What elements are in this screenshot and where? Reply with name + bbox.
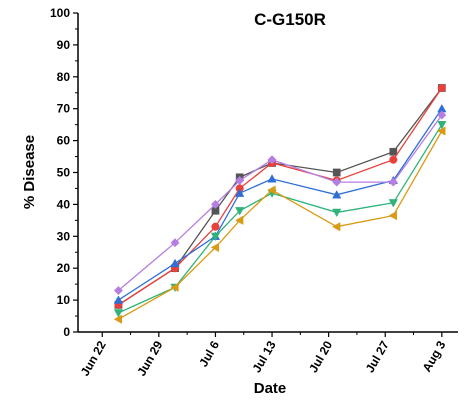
- x-axis-ticks: Jun 22 Jun 29 Jul 6 Jul 13 Jul 20 Jul 27 Aug 3: [78, 332, 449, 378]
- x-axis-title: Date: [254, 380, 287, 397]
- y-tick-label: 50: [57, 166, 71, 180]
- x-tick-label: Jun 22: [78, 338, 109, 378]
- y-tick-label: 70: [57, 102, 71, 116]
- data-point: [114, 296, 122, 304]
- data-point: [268, 175, 276, 183]
- y-tick-label: 100: [50, 6, 70, 20]
- series-line: [118, 88, 441, 305]
- y-tick-label: 90: [57, 38, 71, 52]
- x-tick-label: Jul 6: [196, 338, 222, 369]
- x-tick-label: Jul 13: [250, 338, 279, 375]
- x-tick-label: Jul 20: [306, 338, 335, 375]
- data-point: [333, 223, 341, 231]
- x-tick-label: Jul 27: [363, 338, 392, 375]
- data-point: [333, 169, 340, 176]
- y-tick-label: 20: [57, 261, 71, 275]
- chart-title: C-G150R: [254, 10, 326, 29]
- y-axis-title: % Disease: [21, 135, 38, 209]
- series-layer: [114, 84, 446, 323]
- data-point: [333, 209, 341, 217]
- data-point: [390, 156, 398, 164]
- series-2: [115, 84, 446, 309]
- y-tick-label: 40: [57, 197, 71, 211]
- y-tick-label: 10: [57, 293, 71, 307]
- x-tick-label: Jun 29: [134, 338, 165, 378]
- data-point: [438, 84, 446, 92]
- data-point: [389, 178, 397, 186]
- y-tick-label: 0: [63, 325, 70, 339]
- y-tick-label: 60: [57, 134, 71, 148]
- x-tick-label: Aug 3: [420, 338, 449, 374]
- series-3: [114, 105, 446, 304]
- y-axis-ticks: 0 10 20 30 40 50 60 70 80 90 100: [50, 6, 78, 339]
- data-point: [390, 148, 397, 155]
- series-6: [114, 111, 446, 295]
- data-point: [389, 211, 397, 219]
- y-tick-label: 30: [57, 229, 71, 243]
- y-tick-label: 80: [57, 70, 71, 84]
- data-point: [212, 223, 220, 231]
- series-line: [118, 88, 441, 305]
